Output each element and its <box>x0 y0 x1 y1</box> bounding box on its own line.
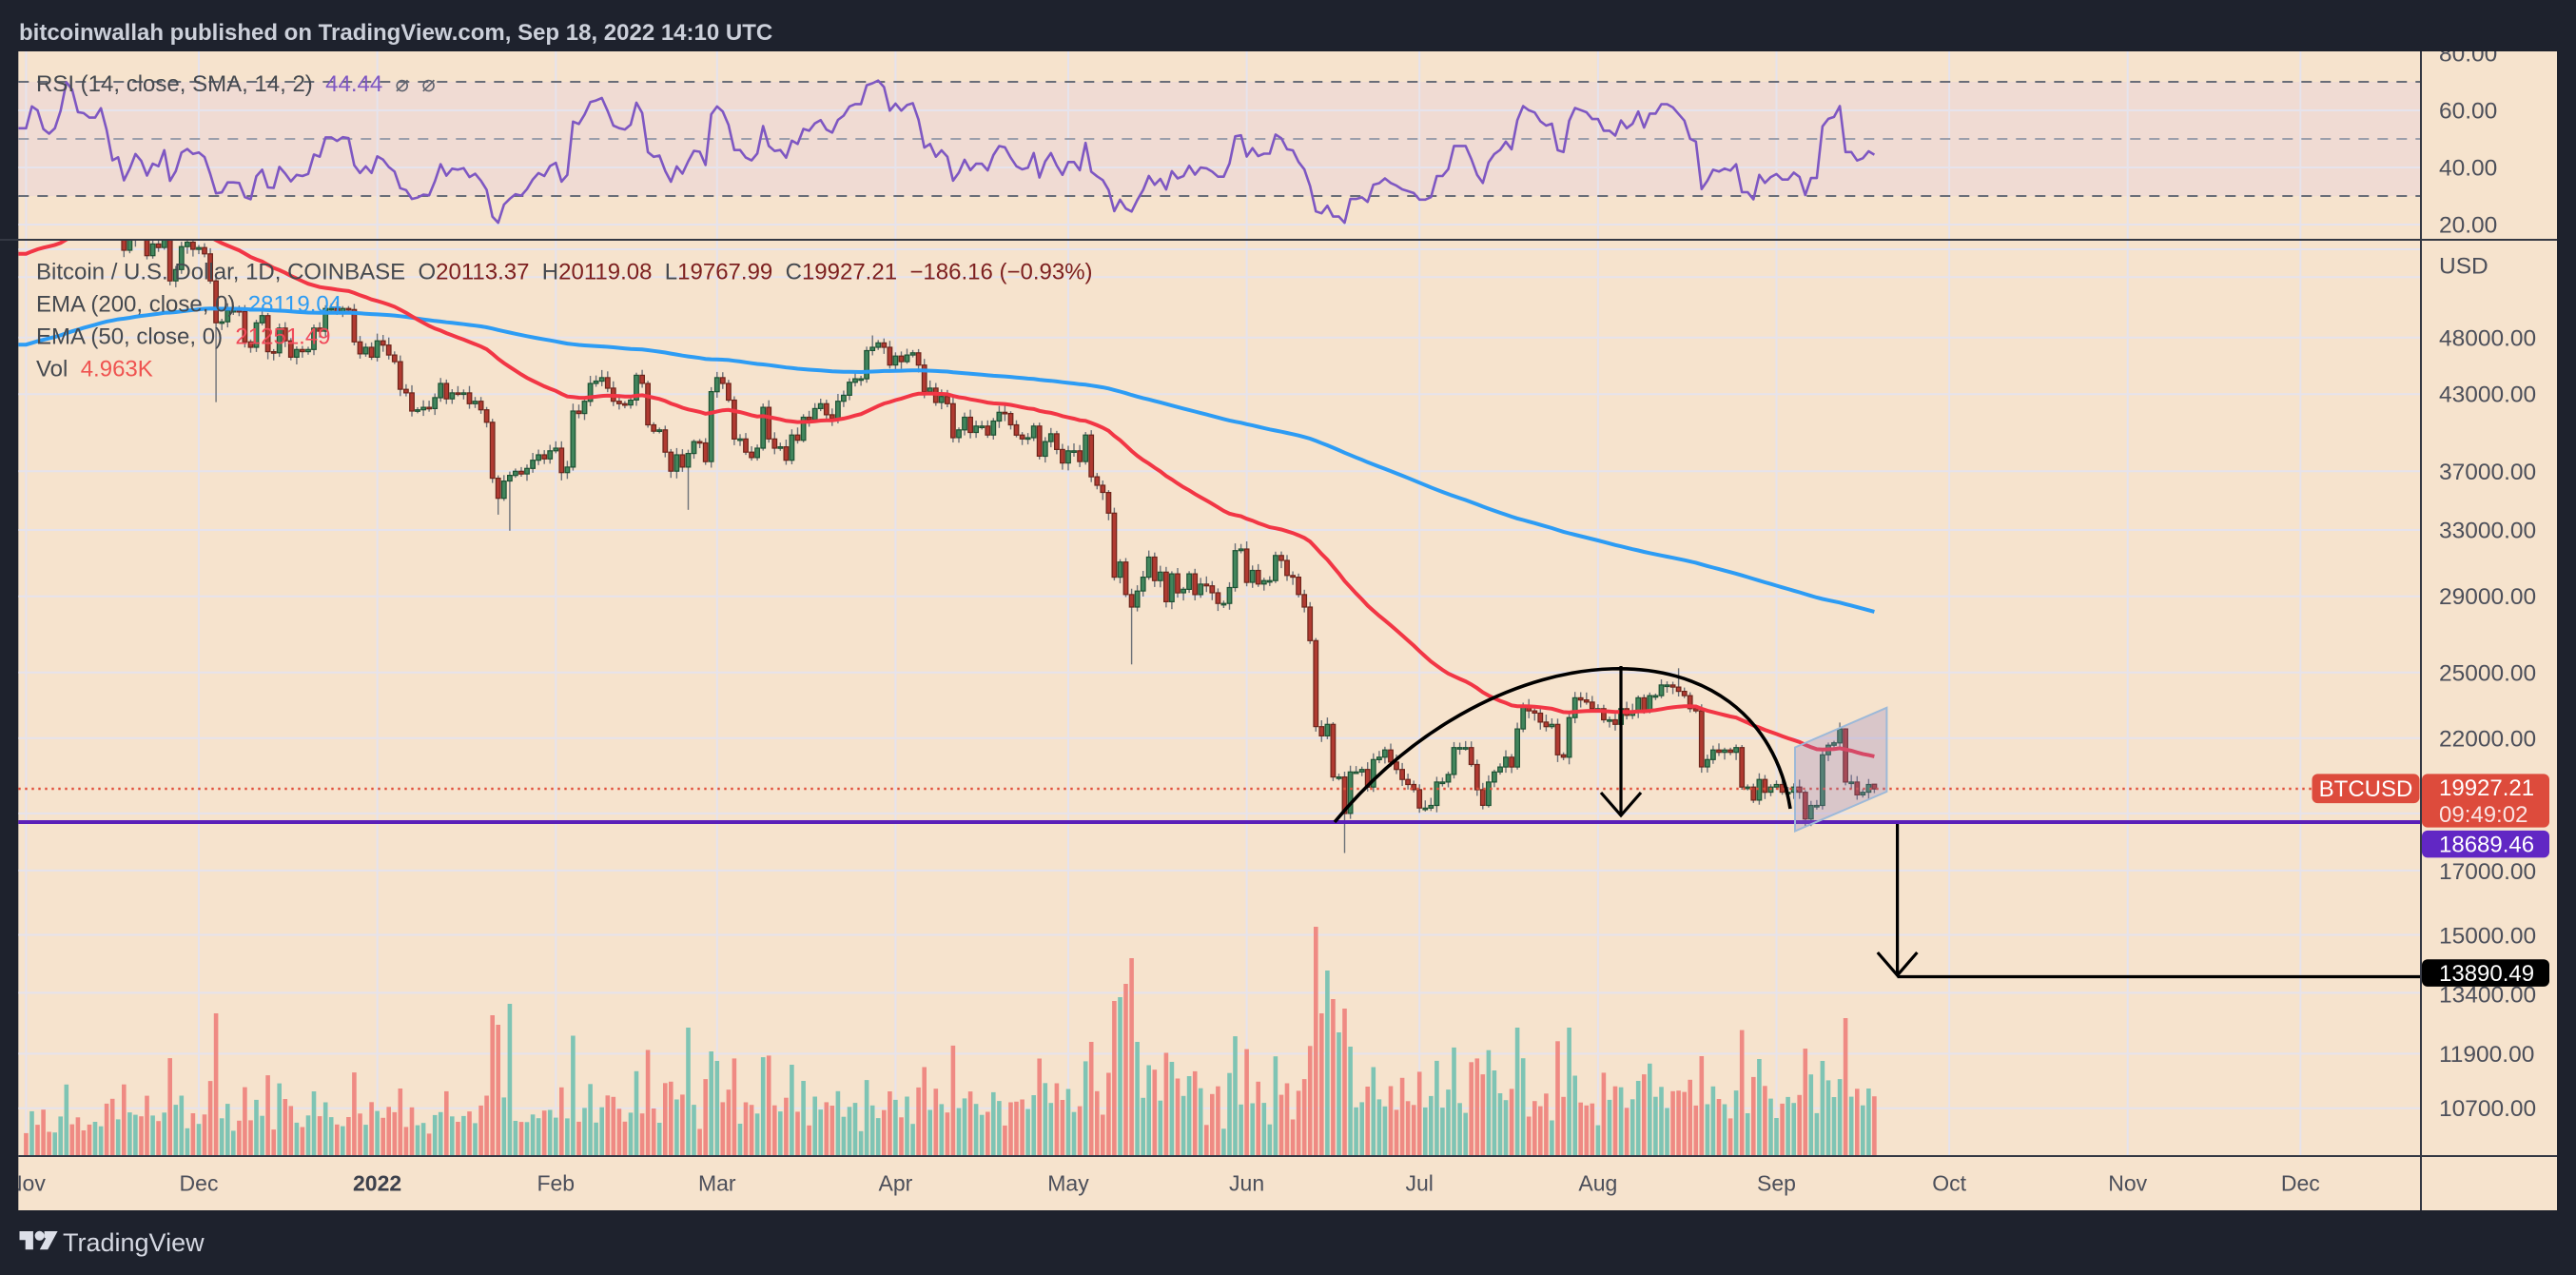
svg-text:USD: USD <box>2439 254 2488 280</box>
svg-text:Apr: Apr <box>879 1171 913 1196</box>
svg-text:18689.46: 18689.46 <box>2439 833 2534 858</box>
svg-text:11900.00: 11900.00 <box>2439 1042 2534 1068</box>
svg-text:15000.00: 15000.00 <box>2439 923 2536 949</box>
svg-text:60.00: 60.00 <box>2439 99 2497 125</box>
svg-text:Mar: Mar <box>698 1171 736 1196</box>
svg-text:19927.21: 19927.21 <box>2439 775 2534 801</box>
svg-text:EMA (200, close, 0) 28119.04: EMA (200, close, 0) 28119.04 <box>36 292 342 318</box>
svg-text:43000.00: 43000.00 <box>2439 382 2536 408</box>
svg-text:Dec: Dec <box>180 1171 219 1196</box>
svg-text:TradingView: TradingView <box>63 1228 205 1257</box>
svg-text:Feb: Feb <box>537 1171 575 1196</box>
svg-text:29000.00: 29000.00 <box>2439 584 2536 610</box>
svg-text:Aug: Aug <box>1578 1171 1617 1196</box>
svg-text:May: May <box>1047 1171 1089 1196</box>
svg-text:37000.00: 37000.00 <box>2439 460 2536 485</box>
svg-text:Jun: Jun <box>1229 1171 1264 1196</box>
svg-text:EMA (50, close, 0) 21251.49: EMA (50, close, 0) 21251.49 <box>36 324 331 350</box>
svg-text:09:49:02: 09:49:02 <box>2439 802 2527 828</box>
svg-text:bitcoinwallah published on Tra: bitcoinwallah published on TradingView.c… <box>19 20 772 46</box>
svg-text:13400.00: 13400.00 <box>2439 983 2536 1009</box>
svg-text:10700.00: 10700.00 <box>2439 1096 2536 1122</box>
svg-text:25000.00: 25000.00 <box>2439 660 2536 686</box>
svg-text:Dec: Dec <box>2281 1171 2320 1196</box>
svg-text:Nov: Nov <box>2108 1171 2147 1196</box>
svg-text:Sep: Sep <box>1757 1171 1796 1196</box>
svg-text:Bitcoin / U.S. Dollar, 1D, COI: Bitcoin / U.S. Dollar, 1D, COINBASE O201… <box>36 260 1093 285</box>
svg-text:Oct: Oct <box>1932 1171 1966 1196</box>
svg-text:13890.49: 13890.49 <box>2439 961 2534 987</box>
svg-text:40.00: 40.00 <box>2439 156 2497 182</box>
svg-text:20.00: 20.00 <box>2439 213 2497 239</box>
svg-text:48000.00: 48000.00 <box>2439 325 2536 351</box>
svg-text:33000.00: 33000.00 <box>2439 519 2536 544</box>
svg-text:Vol 4.963K: Vol 4.963K <box>36 357 153 382</box>
svg-text:22000.00: 22000.00 <box>2439 726 2536 752</box>
svg-text:80.00: 80.00 <box>2439 42 2497 68</box>
svg-text:Jul: Jul <box>1405 1171 1433 1196</box>
svg-text:17000.00: 17000.00 <box>2439 859 2536 885</box>
svg-text:RSI (14, close, SMA, 14, 2) 4: RSI (14, close, SMA, 14, 2) 44.44 ⌀ ⌀ <box>36 71 436 97</box>
svg-text:Nov: Nov <box>7 1171 46 1196</box>
svg-text:2022: 2022 <box>353 1171 401 1196</box>
svg-text:BTCUSD: BTCUSD <box>2319 776 2413 802</box>
